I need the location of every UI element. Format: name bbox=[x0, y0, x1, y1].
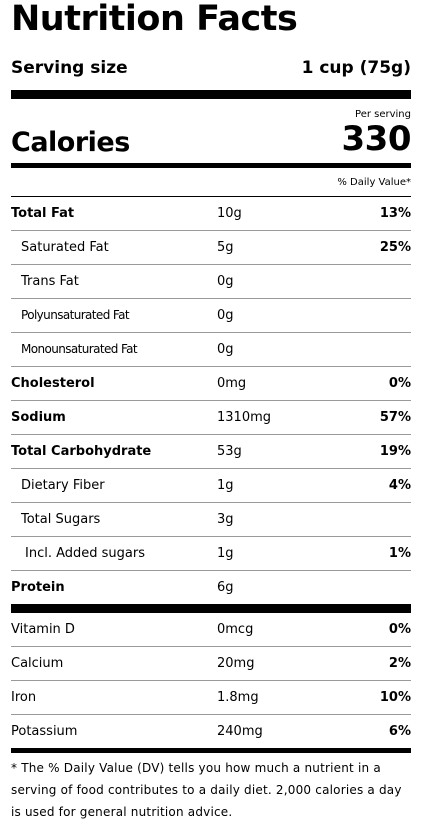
serving-size-value: 1 cup (75g) bbox=[301, 58, 411, 78]
nutrient-amount: 1g bbox=[217, 546, 234, 561]
thick-divider-vitamins bbox=[11, 604, 411, 613]
nutrient-amount: 5g bbox=[217, 240, 234, 255]
serving-size-row: Serving size 1 cup (75g) bbox=[11, 46, 411, 90]
nutrient-amount: 1g bbox=[217, 478, 234, 493]
nutrient-amount: 10g bbox=[217, 206, 242, 221]
vitamin-row-iron: Iron 1.8mg 10% bbox=[11, 681, 411, 715]
nutrient-name: Incl. Added sugars bbox=[25, 546, 145, 561]
vitamin-daily-value: 0% bbox=[388, 622, 411, 637]
nutrition-facts-panel: Nutrition Facts Serving size 1 cup (75g)… bbox=[11, 0, 412, 823]
nutrient-daily-value: 4% bbox=[388, 478, 411, 493]
nutrient-name: Total Sugars bbox=[21, 512, 101, 527]
vitamin-daily-value: 2% bbox=[388, 656, 411, 671]
vitamin-row-vitamin-d: Vitamin D 0mcg 0% bbox=[11, 613, 411, 647]
thick-divider bbox=[11, 90, 411, 99]
vitamin-daily-value: 6% bbox=[388, 724, 411, 739]
nutrient-row-total-fat: Total Fat 10g 13% bbox=[11, 197, 411, 231]
nutrient-name: Cholesterol bbox=[11, 376, 95, 391]
vitamin-amount: 20mg bbox=[217, 656, 255, 671]
medium-divider bbox=[11, 163, 411, 168]
vitamin-daily-value: 10% bbox=[379, 690, 411, 705]
nutrient-name: Total Carbohydrate bbox=[11, 444, 152, 459]
nutrient-daily-value: 25% bbox=[379, 240, 411, 255]
calories-value: 330 bbox=[341, 119, 412, 159]
nutrient-daily-value: 13% bbox=[379, 206, 411, 221]
nutrient-row-sodium: Sodium 1310mg 57% bbox=[11, 401, 411, 435]
nutrient-row-total-carbohydrate: Total Carbohydrate 53g 19% bbox=[11, 435, 411, 469]
nutrient-amount: 0mg bbox=[217, 376, 247, 391]
nutrient-amount: 3g bbox=[217, 512, 234, 527]
nutrient-amount: 0g bbox=[217, 308, 234, 323]
nutrient-row-added-sugars: Incl. Added sugars 1g 1% bbox=[11, 537, 411, 571]
calories-label: Calories bbox=[11, 127, 130, 158]
nutrient-name: Sodium bbox=[11, 410, 66, 425]
vitamin-amount: 1.8mg bbox=[217, 690, 259, 705]
nutrient-daily-value: 0% bbox=[388, 376, 411, 391]
nutrient-name: Polyunsaturated Fat bbox=[21, 308, 130, 322]
nutrient-name: Total Fat bbox=[11, 206, 75, 221]
vitamin-name: Iron bbox=[11, 690, 37, 705]
thin-divider bbox=[11, 196, 411, 197]
vitamin-row-calcium: Calcium 20mg 2% bbox=[11, 647, 411, 681]
footnote-divider bbox=[11, 748, 411, 753]
daily-value-footnote: * The % Daily Value (DV) tells you how m… bbox=[11, 761, 402, 819]
nutrient-amount: 1310mg bbox=[217, 410, 271, 425]
vitamin-amount: 240mg bbox=[217, 724, 263, 739]
nutrient-row-monounsaturated-fat: Monounsaturated Fat 0g bbox=[11, 333, 411, 367]
nutrient-daily-value: 19% bbox=[379, 444, 411, 459]
nutrient-row-saturated-fat: Saturated Fat 5g 25% bbox=[11, 231, 411, 265]
vitamin-row-potassium: Potassium 240mg 6% bbox=[11, 715, 411, 748]
nutrient-name: Dietary Fiber bbox=[21, 478, 105, 493]
nutrient-row-cholesterol: Cholesterol 0mg 0% bbox=[11, 367, 411, 401]
daily-value-header: % Daily Value* bbox=[337, 176, 411, 188]
nutrient-row-dietary-fiber: Dietary Fiber 1g 4% bbox=[11, 469, 411, 503]
per-serving-label: Per serving bbox=[355, 109, 411, 120]
nutrient-daily-value: 1% bbox=[388, 546, 411, 561]
nutrient-name: Protein bbox=[11, 580, 65, 595]
nutrient-amount: 6g bbox=[217, 580, 234, 595]
vitamin-name: Vitamin D bbox=[11, 622, 75, 637]
vitamin-name: Calcium bbox=[11, 656, 64, 671]
panel-title: Nutrition Facts bbox=[11, 0, 298, 39]
vitamin-amount: 0mcg bbox=[217, 622, 254, 637]
serving-size-label: Serving size bbox=[11, 58, 128, 78]
nutrient-amount: 53g bbox=[217, 444, 242, 459]
vitamin-name: Potassium bbox=[11, 724, 78, 739]
nutrient-row-trans-fat: Trans Fat 0g bbox=[11, 265, 411, 299]
nutrient-name: Saturated Fat bbox=[21, 240, 109, 255]
nutrient-row-total-sugars: Total Sugars 3g bbox=[11, 503, 411, 537]
nutrient-name: Trans Fat bbox=[21, 274, 79, 289]
nutrient-row-polyunsaturated-fat: Polyunsaturated Fat 0g bbox=[11, 299, 411, 333]
nutrient-daily-value: 57% bbox=[379, 410, 411, 425]
nutrient-amount: 0g bbox=[217, 274, 234, 289]
nutrient-row-protein: Protein 6g bbox=[11, 571, 411, 604]
nutrient-name: Monounsaturated Fat bbox=[21, 342, 138, 356]
calories-block: Per serving Calories 330 bbox=[11, 99, 412, 163]
nutrient-amount: 0g bbox=[217, 342, 234, 357]
